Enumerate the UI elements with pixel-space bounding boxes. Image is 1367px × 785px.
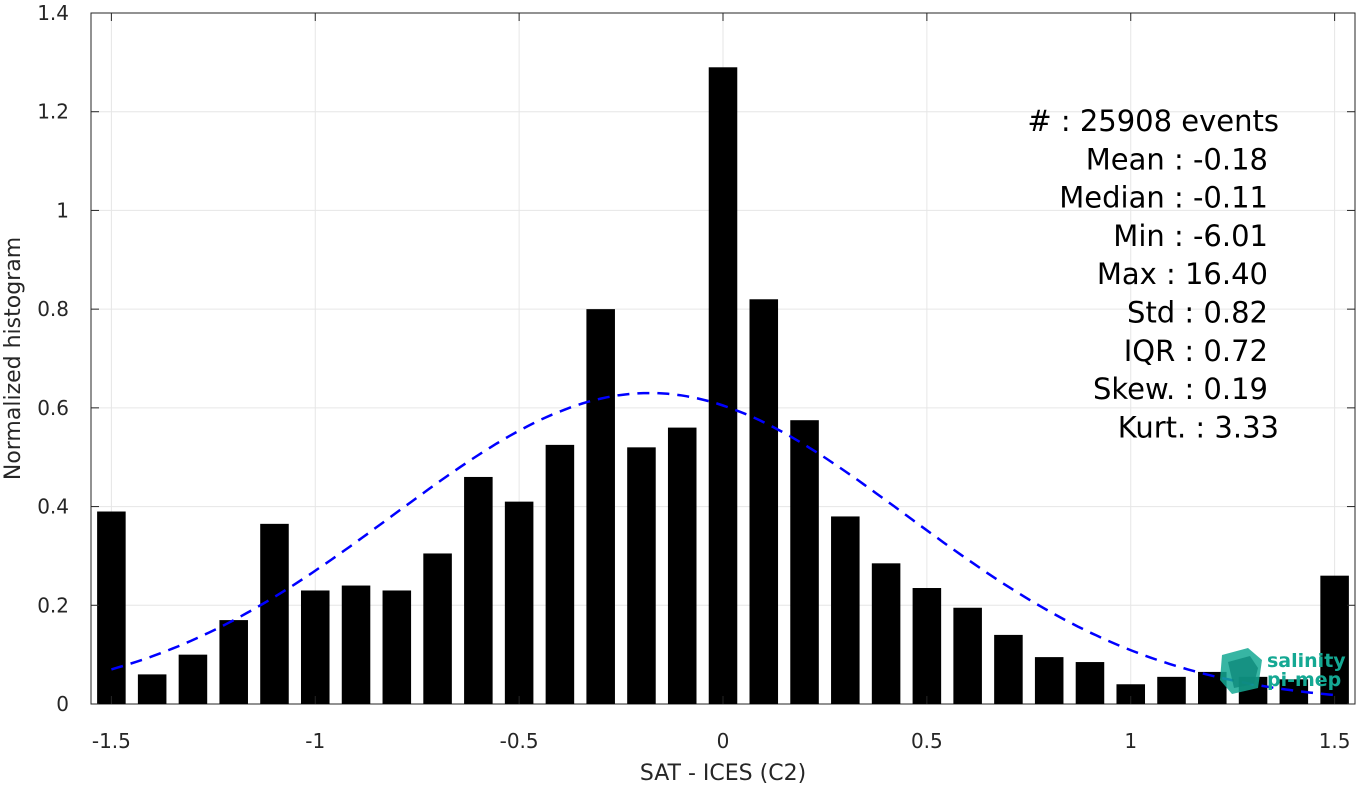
stat-line: # : 25908 events bbox=[1027, 104, 1279, 138]
x-tick-label: 1.5 bbox=[1319, 729, 1351, 753]
histogram-bar bbox=[790, 420, 819, 704]
y-tick-label: 0.6 bbox=[37, 396, 69, 420]
stat-line: Mean : -0.18 bbox=[1086, 142, 1268, 176]
histogram-bar bbox=[423, 553, 452, 704]
histogram-bar bbox=[464, 476, 493, 704]
histogram-bar bbox=[545, 444, 575, 704]
histogram-bar bbox=[97, 511, 126, 704]
x-tick-label: 0.5 bbox=[911, 729, 943, 753]
x-tick-label: -1.5 bbox=[92, 729, 131, 753]
histogram-bar bbox=[504, 501, 534, 704]
x-axis-label: SAT - ICES (C2) bbox=[640, 761, 806, 785]
x-tick-label: -1 bbox=[305, 729, 325, 753]
statistics-box: # : 25908 events Mean : -0.18 Median : -0.… bbox=[1027, 104, 1279, 444]
histogram-bar bbox=[627, 447, 656, 704]
y-tick-label: 1.4 bbox=[37, 1, 69, 25]
x-tick-label: -0.5 bbox=[500, 729, 539, 753]
stat-line: Median : -0.11 bbox=[1059, 181, 1268, 215]
gaussian-fit-curve bbox=[111, 391, 1335, 697]
histogram-bar bbox=[300, 590, 330, 704]
histogram-bar bbox=[219, 620, 248, 704]
stat-line: IQR : 0.72 bbox=[1124, 334, 1268, 368]
y-tick-label: 0 bbox=[56, 692, 69, 716]
y-tick-labels: 0 0.2 0.4 0.6 0.8 1 1.2 1.4 bbox=[37, 1, 1355, 716]
histogram-bar bbox=[1116, 684, 1146, 704]
logo-emblem-shade-icon bbox=[1228, 656, 1258, 688]
histogram-bar bbox=[1320, 575, 1349, 704]
histogram-bar bbox=[382, 590, 412, 704]
histogram-bar bbox=[953, 607, 982, 704]
histogram-bar bbox=[708, 67, 738, 705]
histogram-bar bbox=[1157, 676, 1186, 704]
y-tick-label: 0.8 bbox=[37, 297, 69, 321]
y-tick-label: 1 bbox=[56, 198, 69, 222]
histogram-bar bbox=[1075, 662, 1105, 704]
histogram-bar bbox=[1034, 657, 1064, 704]
logo-text-line2: pi-mep bbox=[1267, 669, 1341, 691]
y-tick-label: 0.4 bbox=[37, 495, 69, 519]
bars bbox=[97, 67, 1349, 705]
histogram-bar bbox=[178, 654, 208, 704]
histogram-bar bbox=[137, 674, 167, 704]
y-tick-label: 0.2 bbox=[37, 593, 69, 617]
stat-line: Std : 0.82 bbox=[1127, 296, 1268, 330]
histogram-bar bbox=[260, 523, 289, 704]
y-axis-label: Normalized histogram bbox=[1, 237, 26, 480]
histogram-bar bbox=[871, 563, 901, 704]
stat-line: Min : -6.01 bbox=[1113, 219, 1268, 253]
y-tick-label: 1.2 bbox=[37, 100, 69, 124]
histogram-bar bbox=[341, 585, 371, 704]
histogram-bar bbox=[667, 427, 697, 704]
x-tick-labels: -1.5 -1 -0.5 0 0.5 1 1.5 bbox=[92, 13, 1351, 753]
logo-text-line1: salinity bbox=[1267, 650, 1346, 672]
histogram-bar bbox=[586, 309, 615, 704]
histogram-bar bbox=[912, 588, 942, 704]
stat-line: Skew. : 0.19 bbox=[1093, 372, 1268, 406]
histogram-bar bbox=[994, 634, 1023, 704]
histogram-bar bbox=[831, 516, 860, 704]
stat-line: Max : 16.40 bbox=[1097, 257, 1268, 291]
stat-line: Kurt. : 3.33 bbox=[1118, 410, 1279, 444]
x-tick-label: 0 bbox=[717, 729, 730, 753]
salinity-pimep-logo: salinity pi-mep bbox=[1220, 648, 1346, 694]
histogram-bar bbox=[749, 299, 779, 704]
x-tick-label: 1 bbox=[1124, 729, 1137, 753]
